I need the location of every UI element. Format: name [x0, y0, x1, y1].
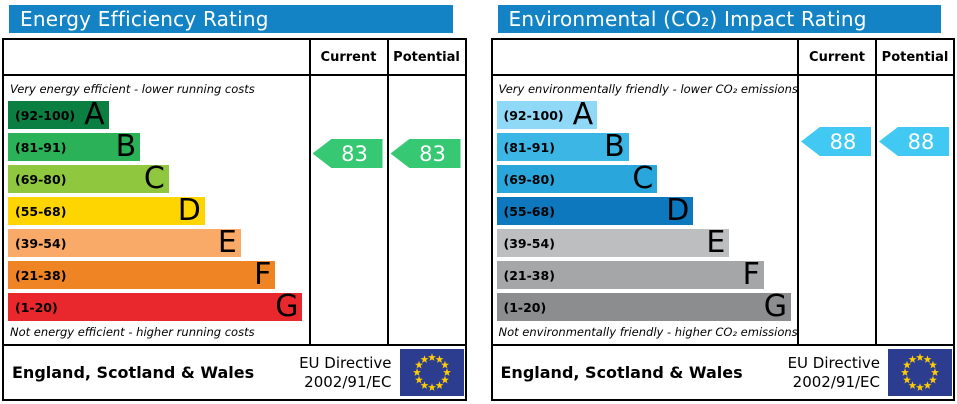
band-b: (81-91) B	[8, 129, 141, 164]
environmental-potential-arrow: 88	[879, 127, 949, 156]
environmental-current-arrow: 88	[801, 127, 871, 156]
eu-directive-line1: EU Directive	[787, 353, 880, 372]
band-d-letter: D	[177, 193, 201, 228]
eu-directive-line2: 2002/91/EC	[304, 372, 392, 391]
energy-potential-arrow: 83	[390, 139, 461, 168]
band-b-letter: B	[604, 129, 625, 164]
environmental-current-cell: 88	[797, 76, 875, 344]
eu-directive-line1: EU Directive	[299, 353, 392, 372]
band-f-range: (21-38)	[503, 267, 555, 283]
band-b-letter: B	[115, 129, 137, 164]
band-d: (55-68) D	[8, 193, 205, 228]
band-f: (21-38) F	[8, 257, 276, 292]
band-b: (81-91) B	[496, 129, 629, 164]
region-label: England, Scotland & Wales	[12, 363, 255, 382]
energy-rating-table: Current Potential Very energy efficient …	[2, 38, 467, 401]
environmental-top-note: Very environmentally friendly - lower CO…	[498, 82, 798, 96]
band-a: (92-100) A	[8, 97, 109, 132]
band-d-range: (55-68)	[15, 203, 67, 219]
band-c-letter: C	[632, 161, 654, 196]
band-e-range: (39-54)	[15, 235, 67, 251]
band-g-letter: G	[763, 289, 787, 324]
eu-flag-icon	[399, 349, 464, 396]
energy-table-footer: England, Scotland & Wales EU Directive 2…	[4, 344, 465, 399]
environmental-bottom-note: Not environmentally friendly - higher CO…	[498, 325, 798, 339]
band-e-letter: E	[217, 225, 237, 260]
energy-current-arrow: 83	[312, 139, 383, 168]
eu-flag-icon	[888, 349, 952, 396]
current-column-header: Current	[797, 40, 875, 74]
energy-panel-title: Energy Efficiency Rating	[20, 7, 269, 31]
environmental-scale: Very environmentally friendly - lower CO…	[493, 76, 798, 344]
current-column-header: Current	[308, 40, 387, 74]
band-g-range: (1-20)	[15, 299, 58, 315]
eu-directive-label: EU Directive 2002/91/EC	[788, 354, 880, 392]
band-f-letter: F	[254, 257, 272, 292]
environmental-panel-title-bar: Environmental (CO₂) Impact Rating	[497, 5, 941, 33]
eu-flag-stars	[901, 353, 939, 391]
header-spacer	[493, 40, 798, 74]
band-c-range: (69-80)	[503, 171, 555, 187]
potential-column-header: Potential	[386, 40, 465, 74]
band-e: (39-54) E	[8, 225, 241, 260]
eu-directive-label: EU Directive 2002/91/EC	[299, 354, 391, 392]
band-c-range: (69-80)	[15, 171, 67, 187]
band-b-range: (81-91)	[503, 139, 555, 155]
band-c-letter: C	[143, 161, 165, 196]
band-a-letter: A	[84, 97, 105, 132]
environmental-panel-title: Environmental (CO₂) Impact Rating	[508, 7, 867, 31]
environmental-table-header-row: Current Potential	[492, 40, 953, 76]
energy-potential-cell: 83	[386, 76, 465, 344]
band-f: (21-38) F	[496, 257, 764, 292]
band-g-range: (1-20)	[503, 299, 547, 315]
band-f-range: (21-38)	[15, 267, 67, 283]
potential-column-header: Potential	[875, 40, 953, 74]
band-a-letter: A	[572, 97, 594, 132]
band-g-letter: G	[275, 289, 299, 324]
band-e-letter: E	[706, 225, 726, 260]
eu-flag-stars	[412, 353, 451, 391]
band-d-range: (55-68)	[503, 203, 555, 219]
band-d: (55-68) D	[496, 193, 694, 228]
energy-bottom-note: Not energy efficient - higher running co…	[10, 325, 255, 339]
environmental-table-footer: England, Scotland & Wales EU Directive 2…	[492, 344, 953, 399]
header-spacer	[4, 40, 309, 74]
environmental-rating-table: Current Potential Very environmentally f…	[490, 38, 955, 401]
environmental-table-body: Very environmentally friendly - lower CO…	[493, 76, 954, 344]
region-label: England, Scotland & Wales	[500, 363, 743, 382]
band-a: (92-100) A	[496, 97, 598, 132]
energy-top-note: Very energy efficient - lower running co…	[10, 82, 255, 96]
band-f-letter: F	[742, 257, 760, 292]
energy-scale: Very energy efficient - lower running co…	[4, 76, 309, 344]
band-c: (69-80) C	[8, 161, 169, 196]
band-e-range: (39-54)	[503, 235, 555, 251]
band-c: (69-80) C	[496, 161, 658, 196]
energy-panel-title-bar: Energy Efficiency Rating	[9, 5, 453, 33]
band-e: (39-54) E	[496, 225, 730, 260]
eu-directive-line2: 2002/91/EC	[792, 372, 880, 391]
energy-table-header-row: Current Potential	[4, 40, 465, 76]
energy-efficiency-panel: Energy Efficiency Rating Current Potenti…	[2, 0, 467, 401]
energy-table-body: Very energy efficient - lower running co…	[4, 76, 465, 344]
environmental-potential-cell: 88	[875, 76, 953, 344]
energy-current-cell: 83	[308, 76, 387, 344]
band-g: (1-20) G	[8, 289, 303, 324]
band-g: (1-20) G	[496, 289, 791, 324]
band-a-range: (92-100)	[503, 107, 564, 123]
environmental-impact-panel: Environmental (CO₂) Impact Rating Curren…	[490, 0, 955, 401]
band-d-letter: D	[666, 193, 690, 228]
band-a-range: (92-100)	[15, 107, 76, 123]
band-b-range: (81-91)	[15, 139, 67, 155]
